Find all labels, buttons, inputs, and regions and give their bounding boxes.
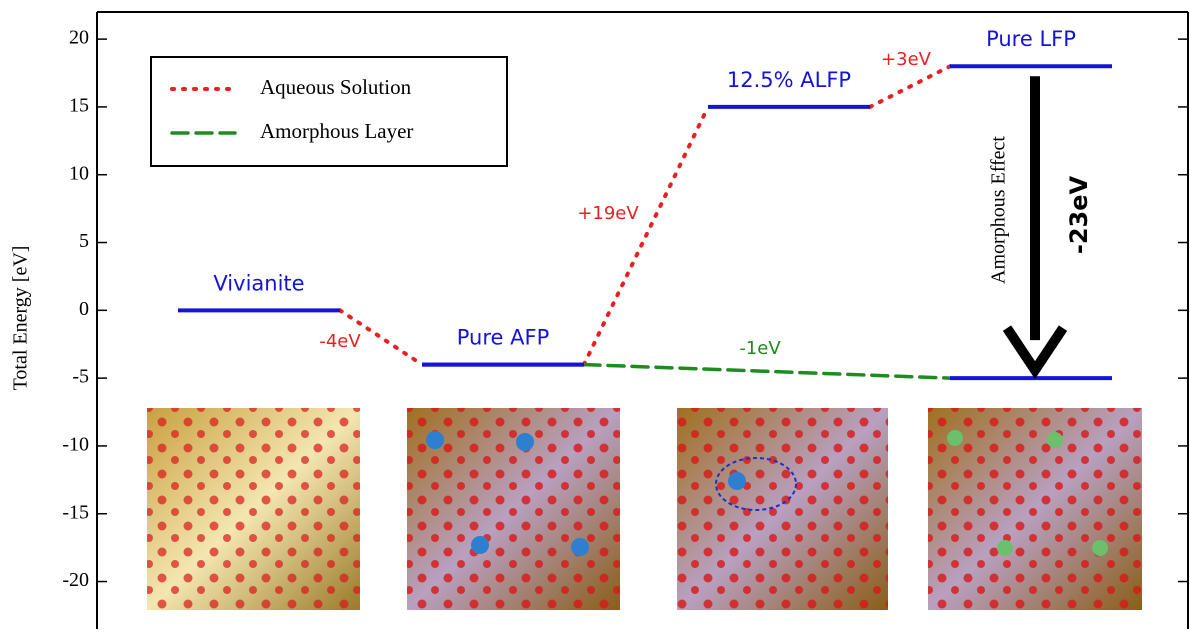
- atom: [426, 431, 444, 449]
- y-tick-label: -15: [62, 501, 89, 523]
- axes-frame: [96, 11, 1189, 629]
- effect-arrowhead: [1002, 325, 1068, 380]
- legend: Aqueous Solution Amorphous Layer: [150, 56, 508, 167]
- structure-images: [147, 408, 1142, 610]
- atom: [471, 536, 489, 554]
- y-tick-label: 15: [69, 95, 89, 117]
- y-axis-label: Total Energy [eV]: [10, 246, 32, 391]
- highlight-ellipse: [715, 457, 797, 511]
- y-tick-label: -20: [62, 569, 89, 591]
- atom: [516, 433, 534, 451]
- y-tick-label: 5: [79, 230, 89, 252]
- step-annotation: +19eV: [577, 203, 639, 224]
- step-annotation: -1eV: [739, 338, 781, 359]
- legend-label: Aqueous Solution: [260, 75, 412, 99]
- legend-label: Amorphous Layer: [260, 119, 413, 143]
- legend-box: [150, 56, 508, 167]
- level-label: 12.5% ALFP: [727, 68, 851, 92]
- level-label: Vivianite: [213, 271, 304, 295]
- atom: [728, 472, 746, 490]
- connector: [582, 104, 710, 367]
- structure-atoms: [677, 408, 888, 610]
- y-tick-label: -10: [62, 434, 89, 456]
- structure-atoms: [928, 408, 1142, 610]
- step-annotation: -4eV: [319, 331, 361, 352]
- atom: [1092, 540, 1108, 556]
- y-tick-label: 0: [79, 298, 89, 320]
- atom: [1047, 432, 1063, 448]
- arrow-label: -23eV: [1065, 175, 1093, 254]
- atom: [947, 430, 963, 446]
- atom: [571, 538, 589, 556]
- structure-atoms: [147, 408, 360, 610]
- step-annotation: +3eV: [881, 49, 932, 70]
- atom: [997, 540, 1013, 556]
- level-label: Pure LFP: [986, 27, 1076, 51]
- y-tick-label: 10: [69, 162, 89, 184]
- connector: [582, 362, 952, 380]
- y-tick-label: -5: [72, 366, 89, 388]
- connector: [868, 64, 952, 109]
- y-tick-label: 20: [69, 27, 89, 49]
- arrow-caption: Amorphous Effect: [988, 136, 1010, 284]
- level-label: Pure AFP: [457, 326, 549, 350]
